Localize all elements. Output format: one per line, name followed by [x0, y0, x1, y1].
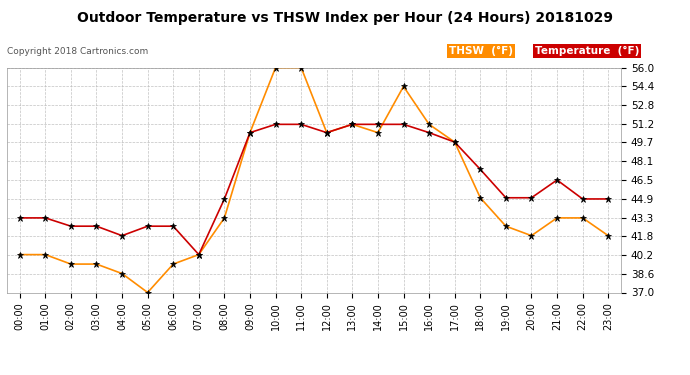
- Text: THSW  (°F): THSW (°F): [449, 46, 513, 56]
- Text: Temperature  (°F): Temperature (°F): [535, 46, 640, 56]
- Text: Copyright 2018 Cartronics.com: Copyright 2018 Cartronics.com: [7, 47, 148, 56]
- Text: Outdoor Temperature vs THSW Index per Hour (24 Hours) 20181029: Outdoor Temperature vs THSW Index per Ho…: [77, 11, 613, 25]
